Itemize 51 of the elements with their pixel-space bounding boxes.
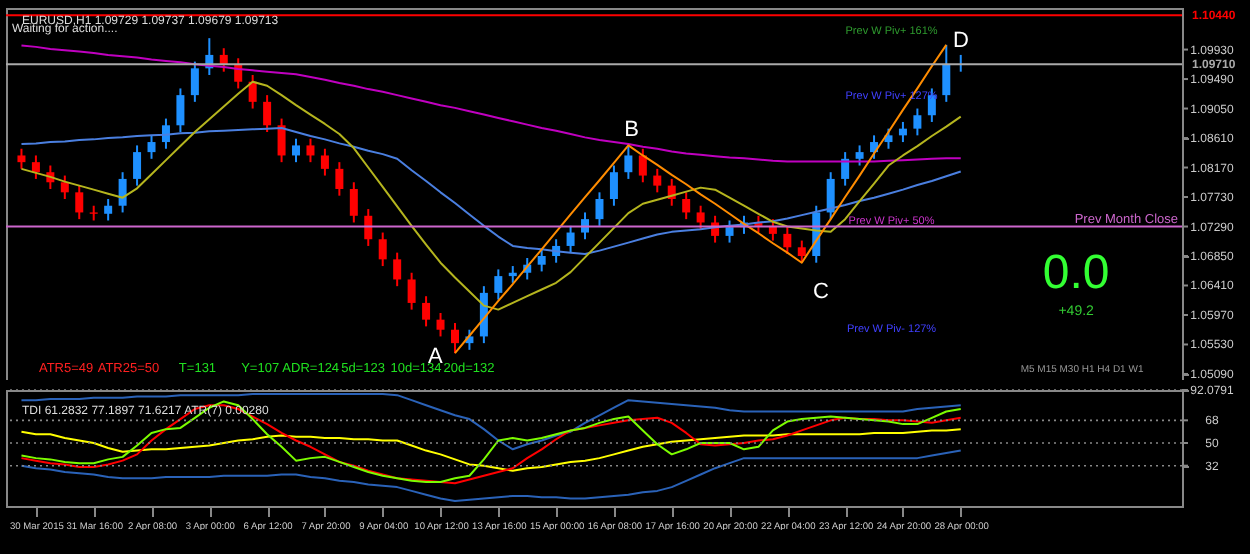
candlestick [147, 134, 156, 160]
candlestick [624, 144, 633, 180]
line-series [20, 392, 962, 451]
candlestick [393, 251, 402, 288]
candlestick [248, 74, 257, 110]
candlestick [826, 171, 835, 221]
candlestick [133, 144, 142, 187]
candlestick [595, 191, 604, 227]
candlestick [190, 60, 199, 103]
candlestick [407, 271, 416, 311]
candlestick [320, 147, 329, 177]
candlestick [378, 231, 387, 268]
candlestick [263, 94, 272, 133]
candlestick [609, 164, 618, 207]
candlestick [653, 167, 662, 194]
annotation: B [624, 118, 639, 143]
candlestick [292, 137, 301, 164]
candlestick [638, 147, 647, 184]
candlestick [75, 184, 84, 221]
candlestick [118, 171, 127, 214]
candlestick [234, 57, 243, 90]
candlestick [783, 226, 792, 255]
candlestick [682, 191, 691, 221]
candlestick [566, 224, 575, 254]
candlestick [335, 161, 344, 197]
candlestick [436, 311, 445, 338]
candlestick [161, 117, 170, 150]
line-series [453, 43, 948, 355]
annotation: C [813, 279, 830, 304]
candlestick [913, 107, 922, 137]
line-series [20, 449, 962, 502]
candlestick [60, 174, 69, 201]
candlestick [422, 295, 431, 328]
candlestick [494, 268, 503, 301]
candlestick [306, 137, 315, 164]
candlestick [450, 322, 459, 355]
candlestick [537, 248, 546, 273]
candlestick [104, 198, 113, 222]
candlestick [277, 117, 286, 164]
candlestick [17, 147, 26, 170]
line-series [20, 428, 962, 472]
candlestick [797, 239, 806, 264]
candlestick [176, 87, 185, 133]
candlestick [725, 219, 734, 244]
candlestick [581, 211, 590, 241]
annotation: D [952, 28, 969, 53]
text: 0.0 [1042, 246, 1110, 301]
candlestick [349, 181, 358, 224]
candlestick [855, 144, 864, 167]
candlestick [31, 154, 40, 180]
candlestick [942, 43, 951, 103]
